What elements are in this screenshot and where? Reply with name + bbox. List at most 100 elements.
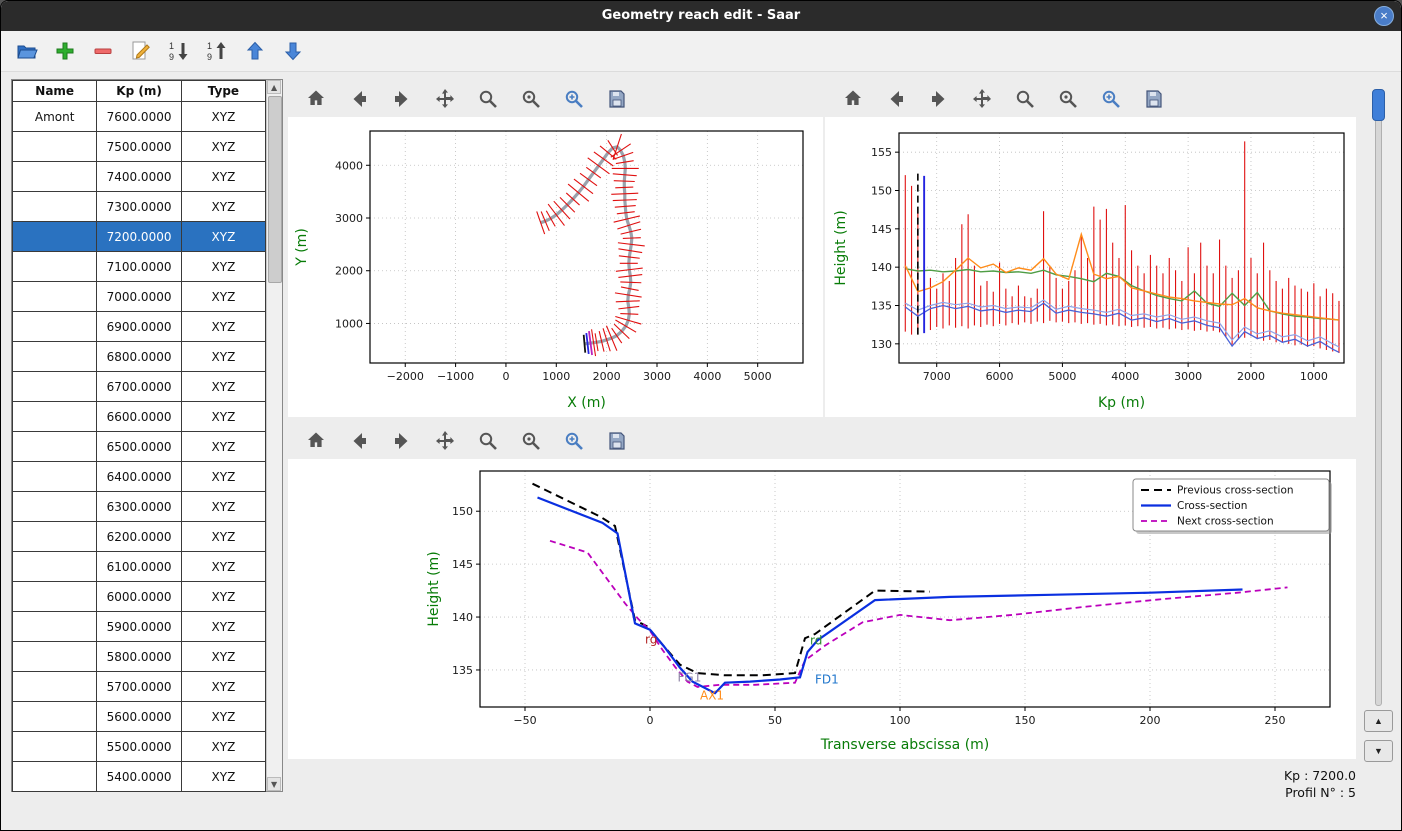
table-cell[interactable] [11,251,98,282]
table-cell[interactable] [11,521,98,552]
move-up-button[interactable] [241,37,269,65]
plan-chart[interactable]: −2000 −1000 0 1000 2000 3000 4000 5000 1000 2000 3… [288,117,823,417]
table-cell[interactable]: XYZ [180,131,267,162]
table-cell[interactable] [11,731,98,762]
table-scrollbar[interactable]: ▲ ▼ [266,80,283,791]
table-cell[interactable]: 5600.0000 [96,701,182,732]
table-cell[interactable] [11,311,98,342]
zoom-button[interactable] [474,85,500,111]
table-cell[interactable]: 5500.0000 [96,731,182,762]
table-cell[interactable]: 7000.0000 [96,281,182,312]
table-row[interactable]: 6000.0000 XYZ [11,581,267,612]
edit-button[interactable] [127,37,155,65]
table-cell[interactable]: XYZ [180,641,267,672]
table-cell[interactable] [11,611,98,642]
zoom-region-button[interactable] [560,85,586,111]
cross-section-table[interactable]: Name Kp (m) Type Amont 7600.0000 XYZ 7500.000… [11,80,267,792]
table-row[interactable]: 6500.0000 XYZ [11,431,267,462]
table-cell[interactable]: XYZ [180,761,267,792]
table-row[interactable]: 7300.0000 XYZ [11,191,267,222]
table-row[interactable]: 5500.0000 XYZ [11,731,267,762]
save-button[interactable] [603,427,629,453]
table-row[interactable]: 6200.0000 XYZ [11,521,267,552]
table-cell[interactable]: 6900.0000 [96,311,182,342]
save-button[interactable] [603,85,629,111]
table-cell[interactable] [11,671,98,702]
close-button[interactable]: × [1374,6,1394,26]
table-cell[interactable]: 6100.0000 [96,551,182,582]
table-cell[interactable]: 7500.0000 [96,131,182,162]
table-cell[interactable]: 6000.0000 [96,581,182,612]
table-row[interactable]: 7200.0000 XYZ [11,221,267,252]
previous-profile-button[interactable]: ▲ [1364,710,1393,732]
table-cell[interactable]: XYZ [180,341,267,372]
table-row[interactable]: 7000.0000 XYZ [11,281,267,312]
table-cell[interactable] [11,161,98,192]
open-button[interactable] [13,37,41,65]
table-cell[interactable] [11,701,98,732]
table-cell[interactable]: XYZ [180,401,267,432]
table-cell[interactable]: XYZ [180,461,267,492]
table-cell[interactable]: XYZ [180,311,267,342]
table-cell[interactable]: 7400.0000 [96,161,182,192]
cross-section-chart[interactable]: −50 0 50 100 150 200 250 135 140 145 150 Transverse… [288,459,1356,759]
table-cell[interactable] [11,491,98,522]
table-cell[interactable]: 6200.0000 [96,521,182,552]
table-cell[interactable]: 6600.0000 [96,401,182,432]
table-cell[interactable] [11,641,98,672]
table-cell[interactable]: 5700.0000 [96,671,182,702]
home-button[interactable] [302,85,328,111]
back-button[interactable] [345,85,371,111]
table-row[interactable]: Amont 7600.0000 XYZ [11,101,267,132]
home-button[interactable] [839,85,865,111]
profile-slider-track[interactable] [1375,89,1382,706]
zoom-region-button[interactable] [560,427,586,453]
inspect-button[interactable] [517,427,543,453]
table-cell[interactable] [11,191,98,222]
move-down-button[interactable] [279,37,307,65]
table-cell[interactable]: 5400.0000 [96,761,182,792]
table-cell[interactable]: 6700.0000 [96,371,182,402]
table-cell[interactable]: XYZ [180,671,267,702]
table-cell[interactable]: XYZ [180,191,267,222]
forward-button[interactable] [388,85,414,111]
table-cell[interactable]: XYZ [180,281,267,312]
table-cell[interactable]: 7600.0000 [96,101,182,132]
zoom-region-button[interactable] [1097,85,1123,111]
inspect-button[interactable] [517,85,543,111]
next-profile-button[interactable]: ▼ [1364,740,1393,762]
table-cell[interactable]: XYZ [180,491,267,522]
table-row[interactable]: 6900.0000 XYZ [11,311,267,342]
column-header[interactable]: Type [180,80,267,102]
table-cell[interactable]: XYZ [180,251,267,282]
scrollbar-thumb[interactable] [268,96,283,283]
table-cell[interactable] [11,281,98,312]
table-cell[interactable]: 5900.0000 [96,611,182,642]
table-cell[interactable]: XYZ [180,581,267,612]
table-row[interactable]: 7500.0000 XYZ [11,131,267,162]
home-button[interactable] [302,427,328,453]
table-row[interactable]: 6700.0000 XYZ [11,371,267,402]
inspect-button[interactable] [1054,85,1080,111]
scroll-down-icon[interactable]: ▼ [267,777,282,791]
table-row[interactable]: 7400.0000 XYZ [11,161,267,192]
titlebar[interactable]: Geometry reach edit - Saar × [1,1,1401,31]
table-cell[interactable]: XYZ [180,371,267,402]
save-button[interactable] [1140,85,1166,111]
zoom-button[interactable] [474,427,500,453]
table-cell[interactable]: XYZ [180,731,267,762]
pan-button[interactable] [431,85,457,111]
table-cell[interactable]: XYZ [180,431,267,462]
table-cell[interactable]: Amont [11,101,98,132]
table-cell[interactable] [11,341,98,372]
profile-slider-thumb[interactable] [1372,89,1385,121]
back-button[interactable] [345,427,371,453]
table-cell[interactable]: XYZ [180,551,267,582]
table-cell[interactable] [11,581,98,612]
remove-button[interactable] [89,37,117,65]
table-cell[interactable] [11,131,98,162]
table-cell[interactable] [11,761,98,792]
table-row[interactable]: 6100.0000 XYZ [11,551,267,582]
table-cell[interactable] [11,221,98,252]
